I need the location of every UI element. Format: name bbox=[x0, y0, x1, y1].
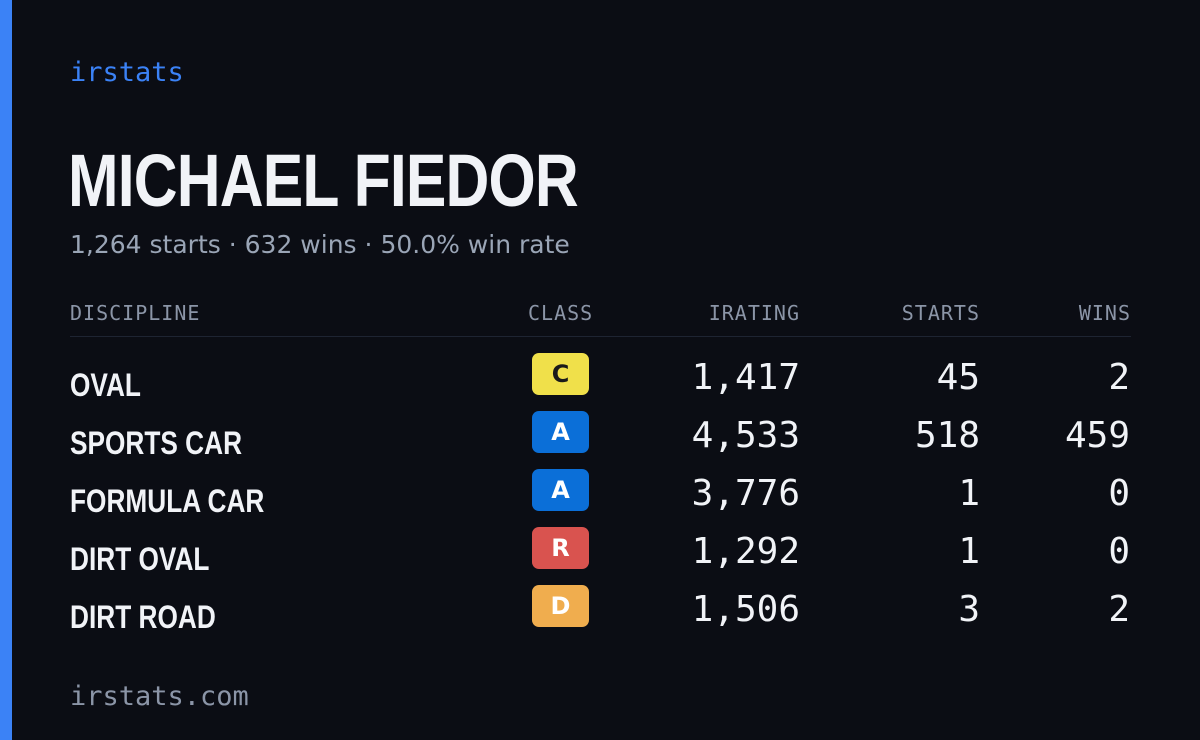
class-badge: A bbox=[532, 411, 589, 453]
header-discipline: DISCIPLINE bbox=[70, 301, 201, 325]
wins-value: 0 bbox=[1108, 531, 1130, 572]
starts-value: 45 bbox=[936, 357, 980, 398]
footer-url[interactable]: irstats.com bbox=[70, 681, 249, 712]
class-badge: C bbox=[532, 353, 589, 395]
separator: · bbox=[364, 230, 373, 259]
table-header: DISCIPLINE CLASS IRATING STARTS WINS bbox=[70, 298, 1131, 337]
irating-value: 3,776 bbox=[691, 473, 800, 514]
starts-value: 1 bbox=[958, 531, 980, 572]
driver-name: MICHAEL FIEDOR bbox=[68, 139, 579, 222]
driver-summary: 1,264 starts · 632 wins · 50.0% win rate bbox=[70, 228, 570, 262]
table-row: OVAL C 1,417 45 2 bbox=[70, 353, 1131, 411]
header-class: CLASS bbox=[528, 301, 594, 325]
table-row: FORMULA CAR A 3,776 1 0 bbox=[70, 469, 1131, 527]
wins-value: 2 bbox=[1108, 357, 1130, 398]
accent-bar bbox=[0, 0, 12, 740]
starts-value: 518 bbox=[914, 415, 980, 456]
table-row: SPORTS CAR A 4,533 518 459 bbox=[70, 411, 1131, 469]
discipline-name: DIRT ROAD bbox=[70, 599, 216, 635]
win-rate-summary: 50.0% win rate bbox=[380, 230, 570, 259]
discipline-name: DIRT OVAL bbox=[70, 541, 210, 577]
class-badge: A bbox=[532, 469, 589, 511]
class-badge: D bbox=[532, 585, 589, 627]
irating-value: 1,506 bbox=[691, 589, 800, 630]
starts-value: 1 bbox=[958, 473, 980, 514]
discipline-name: OVAL bbox=[70, 367, 141, 403]
irating-value: 4,533 bbox=[691, 415, 800, 456]
discipline-name: FORMULA CAR bbox=[70, 483, 265, 519]
table-row: DIRT ROAD D 1,506 3 2 bbox=[70, 585, 1131, 643]
wins-value: 2 bbox=[1108, 589, 1130, 630]
brand-logo[interactable]: irstats bbox=[70, 57, 184, 88]
wins-value: 0 bbox=[1108, 473, 1130, 514]
header-starts: STARTS bbox=[901, 301, 980, 325]
separator: · bbox=[228, 230, 237, 259]
discipline-table: DISCIPLINE CLASS IRATING STARTS WINS OVA… bbox=[70, 298, 1131, 635]
starts-value: 3 bbox=[958, 589, 980, 630]
irating-value: 1,292 bbox=[691, 531, 800, 572]
discipline-name: SPORTS CAR bbox=[70, 425, 243, 461]
wins-summary: 632 wins bbox=[244, 230, 357, 259]
header-wins: WINS bbox=[1078, 301, 1131, 325]
table-row: DIRT OVAL R 1,292 1 0 bbox=[70, 527, 1131, 585]
irating-value: 1,417 bbox=[691, 357, 800, 398]
wins-value: 459 bbox=[1064, 415, 1130, 456]
table-body: OVAL C 1,417 45 2 SPORTS CAR A 4,533 518… bbox=[70, 353, 1131, 643]
starts-summary: 1,264 starts bbox=[70, 230, 221, 259]
class-badge: R bbox=[532, 527, 589, 569]
header-irating: IRATING bbox=[708, 301, 800, 325]
